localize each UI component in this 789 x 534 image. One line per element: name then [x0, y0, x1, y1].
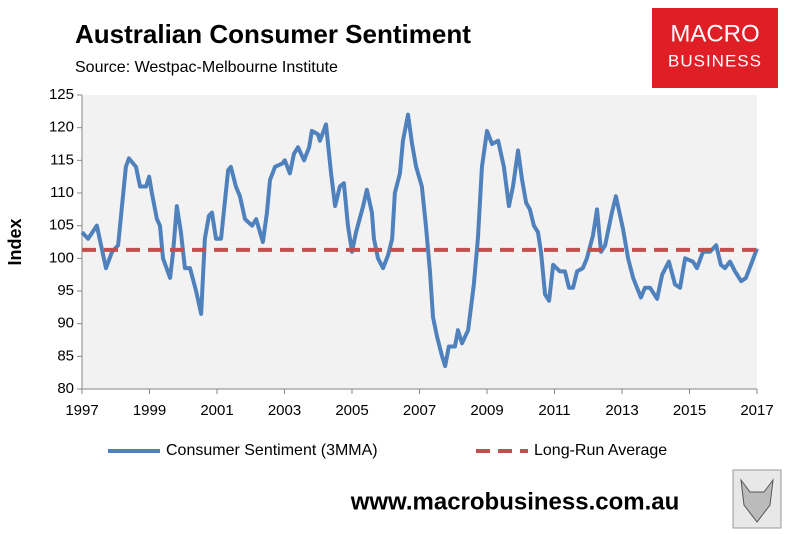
x-tick-label: 2009 — [470, 402, 503, 419]
footer-url: www.macrobusiness.com.au — [350, 488, 680, 515]
y-tick-label: 85 — [57, 347, 74, 364]
logo-text: BUSINESS — [668, 51, 762, 70]
wolf-icon — [732, 469, 782, 529]
x-tick-label: 2011 — [538, 402, 570, 419]
y-tick-label: 110 — [50, 184, 74, 201]
x-tick-label: 2007 — [403, 402, 436, 419]
x-tick-label: 2001 — [200, 402, 233, 419]
logo-background — [652, 8, 778, 88]
chart-subtitle: Source: Westpac-Melbourne Institute — [75, 59, 338, 76]
logo: MACRO BUSINESS — [652, 8, 778, 88]
x-tick-label: 1997 — [65, 402, 98, 419]
y-tick-label: 105 — [49, 217, 74, 234]
legend-label: Long-Run Average — [534, 442, 667, 459]
y-tick-label: 95 — [57, 282, 74, 299]
series-line — [80, 112, 759, 369]
x-tick-label: 2005 — [335, 402, 368, 419]
y-tick-label: 125 — [49, 86, 74, 103]
y-axis-label: Index — [5, 218, 25, 265]
legend-label: Consumer Sentiment (3MMA) — [166, 442, 378, 459]
y-tick-label: 80 — [57, 380, 74, 397]
logo-text: MACRO — [670, 20, 759, 47]
chart-title: Australian Consumer Sentiment — [75, 19, 471, 49]
y-tick-label: 120 — [49, 119, 74, 136]
x-tick-label: 1999 — [133, 402, 166, 419]
y-tick-label: 100 — [49, 249, 74, 266]
y-tick-label: 115 — [50, 151, 74, 168]
x-tick-label: 2003 — [268, 402, 301, 419]
x-tick-label: 2017 — [740, 402, 773, 419]
icon-shape — [740, 478, 774, 523]
x-tick-label: 2013 — [605, 402, 638, 419]
plot-area — [82, 95, 757, 389]
x-tick-label: 2015 — [673, 402, 706, 419]
y-tick-label: 90 — [57, 315, 74, 332]
